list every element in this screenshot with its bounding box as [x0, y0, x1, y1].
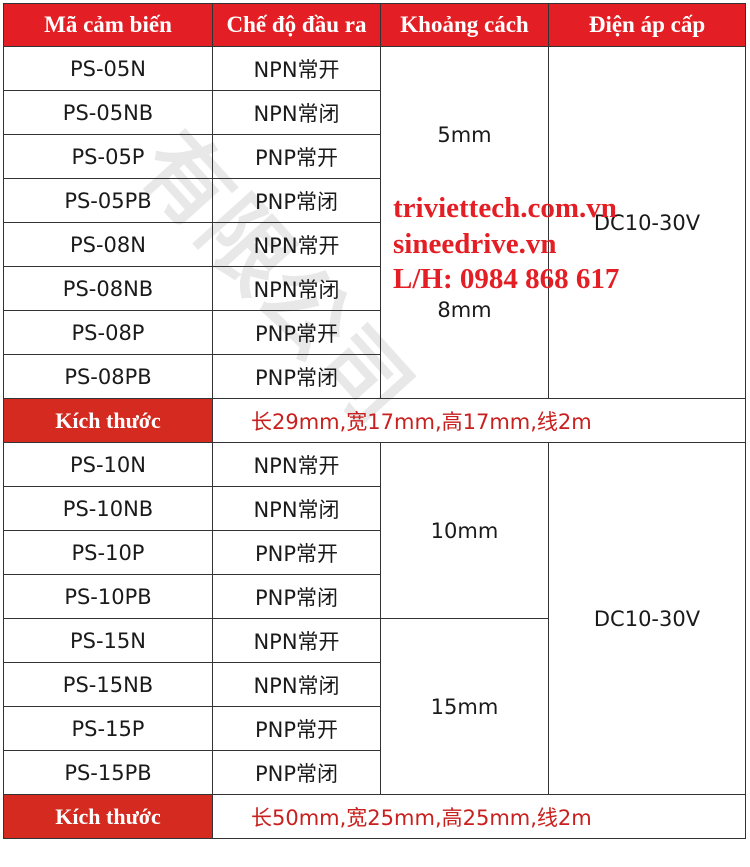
- size-label: Kích thước: [3, 794, 213, 839]
- overlay-website-1: triviettech.com.vn: [393, 192, 617, 224]
- mode-cell: NPN常开: [212, 442, 381, 487]
- table-row: PS-08N NPN常开 8mm: [3, 222, 746, 399]
- model-cell: PS-15NB: [3, 662, 213, 707]
- table-row: PS-08NB NPN常闭: [3, 266, 746, 311]
- model-cell: PS-10N: [3, 442, 213, 487]
- table-row: PS-05NB NPN常闭: [3, 90, 746, 135]
- size-row: Kích thước 长29mm,宽17mm,高17mm,线2m: [3, 398, 746, 443]
- model-cell: PS-08NB: [3, 266, 213, 311]
- header-row: Mã cảm biến Chế độ đầu ra Khoảng cách Đi…: [3, 3, 746, 47]
- mode-cell: PNP常开: [212, 530, 381, 575]
- table-row: PS-15PB PNP常闭: [3, 750, 746, 795]
- mode-cell: PNP常闭: [212, 750, 381, 795]
- table-row: PS-10N NPN常开 10mm DC10-30V: [3, 442, 746, 795]
- mode-cell: PNP常闭: [212, 354, 381, 399]
- mode-cell: NPN常闭: [212, 486, 381, 531]
- size-label: Kích thước: [3, 398, 213, 443]
- model-cell: PS-05N: [3, 46, 213, 91]
- header-mode: Chế độ đầu ra: [212, 3, 381, 47]
- table-row: PS-10NB NPN常闭: [3, 486, 746, 531]
- header-distance: Khoảng cách: [380, 3, 549, 47]
- mode-cell: NPN常开: [212, 222, 381, 267]
- model-cell: PS-15PB: [3, 750, 213, 795]
- mode-cell: PNP常闭: [212, 574, 381, 619]
- mode-cell: PNP常闭: [212, 178, 381, 223]
- table-row: PS-15N NPN常开 15mm: [3, 618, 746, 795]
- mode-cell: NPN常闭: [212, 662, 381, 707]
- distance-cell: 15mm: [380, 618, 549, 795]
- overlay-website-2: sineedrive.vn: [393, 228, 557, 260]
- table-row: PS-15P PNP常开: [3, 706, 746, 751]
- mode-cell: PNP常开: [212, 134, 381, 179]
- size-row: Kích thước 长50mm,宽25mm,高25mm,线2m: [3, 794, 746, 839]
- model-cell: PS-10NB: [3, 486, 213, 531]
- table-row: PS-08PB PNP常闭: [3, 354, 746, 399]
- mode-cell: NPN常闭: [212, 90, 381, 135]
- header-model: Mã cảm biến: [3, 3, 213, 47]
- size-value: 长50mm,宽25mm,高25mm,线2m: [212, 794, 746, 839]
- spec-table: Mã cảm biến Chế độ đầu ra Khoảng cách Đi…: [3, 3, 746, 839]
- model-cell: PS-10PB: [3, 574, 213, 619]
- table-row: PS-10P PNP常开: [3, 530, 746, 575]
- model-cell: PS-08N: [3, 222, 213, 267]
- overlay-phone: L/H: 0984 868 617: [393, 263, 620, 295]
- mode-cell: NPN常开: [212, 46, 381, 91]
- mode-cell: NPN常闭: [212, 266, 381, 311]
- table-row: PS-05P PNP常开: [3, 134, 746, 179]
- mode-cell: PNP常开: [212, 706, 381, 751]
- model-cell: PS-08P: [3, 310, 213, 355]
- mode-cell: PNP常开: [212, 310, 381, 355]
- model-cell: PS-05PB: [3, 178, 213, 223]
- distance-cell: 10mm: [380, 442, 549, 619]
- model-cell: PS-10P: [3, 530, 213, 575]
- model-cell: PS-08PB: [3, 354, 213, 399]
- distance-cell: 8mm: [380, 222, 549, 399]
- header-voltage: Điện áp cấp: [548, 3, 746, 47]
- voltage-cell: DC10-30V: [548, 46, 746, 399]
- voltage-cell: DC10-30V: [548, 442, 746, 795]
- mode-cell: NPN常开: [212, 618, 381, 663]
- distance-cell: 5mm: [380, 46, 549, 223]
- model-cell: PS-15N: [3, 618, 213, 663]
- table-row: PS-08P PNP常开: [3, 310, 746, 355]
- model-cell: PS-05P: [3, 134, 213, 179]
- table-row: PS-05PB PNP常闭: [3, 178, 746, 223]
- size-value: 长29mm,宽17mm,高17mm,线2m: [212, 398, 746, 443]
- model-cell: PS-15P: [3, 706, 213, 751]
- model-cell: PS-05NB: [3, 90, 213, 135]
- table-row: PS-05N NPN常开 5mm DC10-30V: [3, 46, 746, 399]
